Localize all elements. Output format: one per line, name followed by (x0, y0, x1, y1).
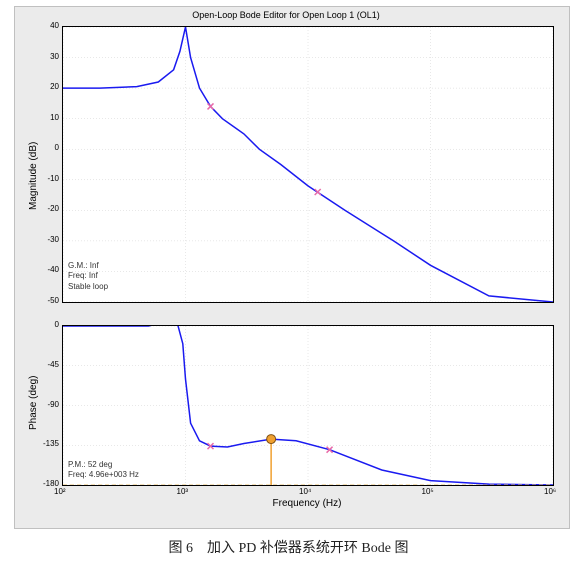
title-text: Open-Loop Bode Editor for Open Loop 1 (O… (192, 10, 380, 20)
ytick-label: -45 (47, 360, 59, 369)
magnitude-ylabel: Magnitude (dB) (28, 142, 39, 210)
magnitude-axes (62, 26, 554, 303)
xtick-label: 10⁴ (299, 487, 311, 496)
magnitude-plot (63, 27, 553, 302)
annot-gm-freq: Freq: Inf (68, 271, 108, 281)
plot-title: Open-Loop Bode Editor for Open Loop 1 (O… (14, 10, 558, 20)
ytick-label: 10 (50, 113, 59, 122)
ytick-label: 30 (50, 52, 59, 61)
ytick-label: -90 (47, 400, 59, 409)
ytick-label: -20 (47, 204, 59, 213)
figure-wrapper: Open-Loop Bode Editor for Open Loop 1 (O… (0, 0, 577, 563)
phase-ylabel: Phase (deg) (28, 376, 39, 430)
xlabel: Frequency (Hz) (62, 498, 552, 509)
phase-ylabel-text: Phase (deg) (28, 376, 39, 430)
ytick-label: -30 (47, 235, 59, 244)
magnitude-annot: G.M.: Inf Freq: Inf Stable loop (68, 261, 108, 292)
xtick-label: 10⁶ (544, 487, 556, 496)
ytick-label: 0 (55, 143, 59, 152)
ytick-label: 40 (50, 21, 59, 30)
ytick-label: -40 (47, 265, 59, 274)
annot-stable: Stable loop (68, 282, 108, 292)
annot-pm-freq: Freq: 4.96e+003 Hz (68, 470, 139, 480)
ytick-label: 20 (50, 82, 59, 91)
ytick-label: -10 (47, 174, 59, 183)
xtick-label: 10² (54, 487, 66, 496)
xlabel-text: Frequency (Hz) (273, 498, 342, 509)
caption-text: 图 6 加入 PD 补偿器系统开环 Bode 图 (169, 541, 409, 556)
ytick-label: 0 (55, 320, 59, 329)
figure-caption: 图 6 加入 PD 补偿器系统开环 Bode 图 (0, 537, 577, 557)
mag-ylabel-text: Magnitude (dB) (28, 142, 39, 210)
annot-pm: P.M.: 52 deg (68, 460, 139, 470)
ytick-label: -135 (43, 439, 59, 448)
xtick-label: 10³ (177, 487, 189, 496)
phase-annot: P.M.: 52 deg Freq: 4.96e+003 Hz (68, 460, 139, 481)
xtick-label: 10⁵ (422, 487, 434, 496)
annot-gm: G.M.: Inf (68, 261, 108, 271)
ytick-label: -50 (47, 296, 59, 305)
